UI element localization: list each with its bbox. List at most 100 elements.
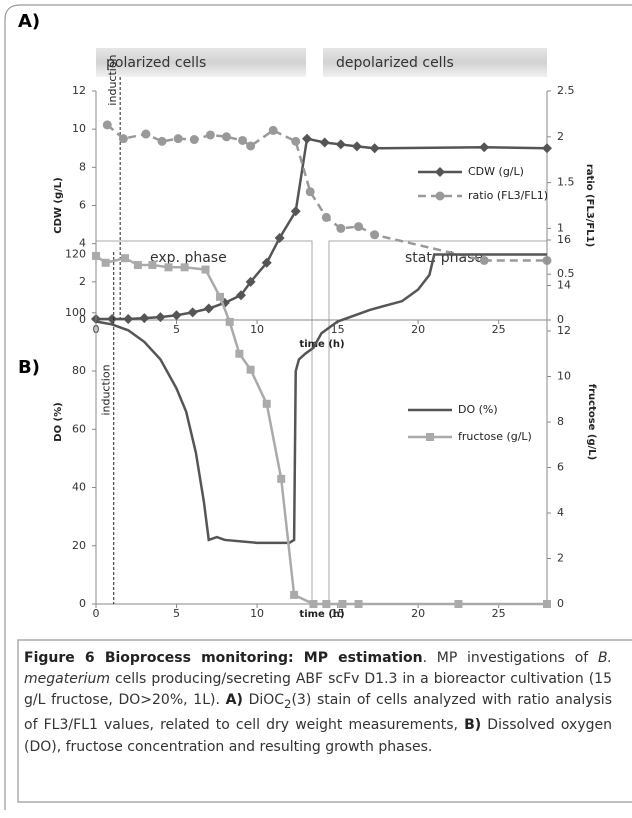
y2-tick-label: 2.5: [557, 84, 575, 97]
x-tick-label: 20: [411, 607, 425, 620]
data-point: [370, 230, 380, 240]
caption-title: Figure 6 Bioprocess monitoring: MP estim…: [24, 650, 423, 666]
x-tick-label: 10: [250, 607, 264, 620]
data-point: [245, 276, 256, 287]
data-point: [246, 365, 255, 374]
y-tick-label: 120: [65, 248, 86, 261]
data-point: [164, 263, 173, 272]
annotation: induction: [106, 54, 119, 105]
data-point: [454, 600, 463, 608]
data-point: [238, 135, 248, 145]
phase-banner: [323, 48, 547, 77]
data-point: [479, 255, 489, 265]
caption-text: DiOC: [242, 692, 285, 709]
data-point: [173, 134, 183, 144]
data-point: [479, 142, 490, 153]
data-point: [290, 206, 301, 217]
data-point: [225, 317, 234, 326]
data-point: [203, 303, 214, 314]
data-point: [321, 212, 331, 222]
caption-text: B. megaterium: [24, 650, 612, 688]
y2-tick-label: 8: [557, 415, 564, 428]
y-tick-label: 0: [79, 313, 86, 326]
x-tick-label: 15: [331, 607, 345, 620]
data-point: [338, 600, 347, 608]
x-axis-title: time (h): [299, 609, 344, 620]
data-point: [274, 232, 285, 243]
y-tick-label: 2: [79, 275, 86, 288]
data-point: [277, 474, 286, 483]
data-point: [261, 257, 272, 268]
y2-tick-label: 14: [557, 279, 571, 292]
y-tick-label: 100: [65, 306, 86, 319]
y2-tick-label: 1: [557, 221, 564, 234]
y-tick-label: 8: [79, 160, 86, 173]
data-point: [290, 590, 299, 599]
data-point: [336, 223, 346, 233]
data-point: [268, 125, 278, 135]
data-point: [305, 187, 315, 197]
y-tick-label: 60: [72, 422, 86, 435]
caption-frame: [17, 639, 632, 803]
data-point: [351, 141, 362, 152]
annotation: induction: [100, 364, 113, 415]
caption-text: (3) stain of cells analyzed with ratio a…: [24, 692, 612, 734]
x-tick-label: 5: [173, 607, 180, 620]
x-tick-label: 25: [492, 323, 506, 336]
y2-tick-label: 4: [557, 506, 564, 519]
x-tick-label: 10: [250, 323, 264, 336]
y2-tick-label: 1.5: [557, 176, 575, 189]
data-point: [155, 312, 166, 323]
x-axis-title: time (h): [299, 339, 344, 350]
data-point: [319, 137, 330, 148]
data-point: [235, 290, 246, 301]
y2-tick-label: 2: [557, 130, 564, 143]
caption-text: Dissolved oxygen (DO), fructose concentr…: [24, 717, 612, 755]
x-tick-label: 0: [93, 607, 100, 620]
data-point: [101, 258, 110, 267]
data-point: [180, 263, 189, 272]
y2-tick-label: 10: [557, 370, 571, 383]
data-point: [92, 251, 100, 260]
legend-marker: [435, 191, 445, 201]
data-point: [302, 133, 313, 144]
data-point: [205, 130, 215, 140]
data-point: [171, 310, 182, 321]
phase-label: exp. phase: [150, 250, 227, 266]
caption-text: . MP investigations of: [422, 650, 598, 666]
legend-label: ratio (FL3/FL1): [468, 189, 548, 202]
caption-text: cells producing/secreting ABF scFv D1.3 …: [24, 671, 612, 709]
data-point: [187, 307, 198, 318]
data-point: [291, 136, 301, 146]
data-point: [354, 600, 363, 608]
y2-tick-label: 12: [557, 324, 571, 337]
data-point: [262, 399, 271, 408]
phase-box: [328, 240, 548, 604]
x-tick-label: 15: [331, 323, 345, 336]
data-point: [542, 143, 552, 154]
caption: Figure 6 Bioprocess monitoring: MP estim…: [24, 648, 612, 758]
legend-marker: [435, 167, 445, 177]
legend-label: fructose (g/L): [458, 430, 532, 443]
panel-label: B): [18, 357, 40, 378]
phase-banner: [96, 48, 306, 77]
caption-text: A): [225, 692, 243, 709]
data-point: [354, 222, 364, 232]
y2-tick-label: 6: [557, 461, 564, 474]
data-point: [102, 120, 112, 130]
data-point: [118, 134, 128, 144]
data-point: [107, 314, 118, 325]
y2-axis-title: ratio (FL3/FL1): [584, 164, 595, 247]
y-tick-label: 20: [72, 539, 86, 552]
y-axis-title: CDW (g/L): [53, 177, 64, 233]
panel-label: A): [18, 11, 40, 32]
legend-label: CDW (g/L): [468, 165, 524, 178]
legend-marker: [426, 433, 434, 441]
y-tick-label: 6: [79, 199, 86, 212]
y-tick-label: 0: [79, 597, 86, 610]
data-point: [221, 132, 231, 142]
y2-axis-title: fructose (g/L): [586, 384, 597, 461]
x-tick-label: 5: [173, 323, 180, 336]
y-axis-title: DO (%): [53, 402, 64, 441]
